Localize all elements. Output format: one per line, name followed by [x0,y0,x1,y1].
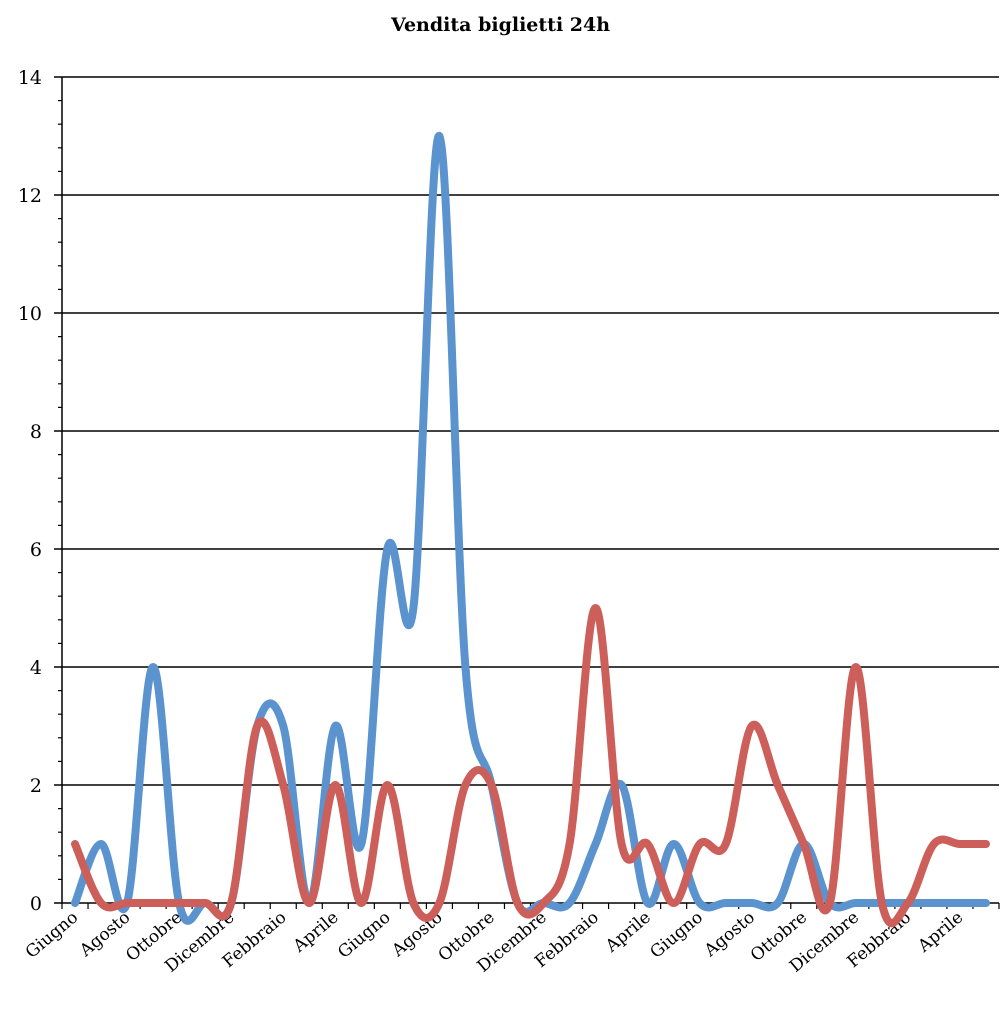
x-tick-label: Aprile [914,908,968,958]
y-tick-label: 6 [30,539,42,561]
x-tick-label: Aprile [289,908,343,958]
y-tick-label: 2 [30,775,42,797]
series-line-1 [71,131,990,925]
x-tick-label: Giugno [334,908,394,963]
x-tick-label: Giugno [22,908,82,963]
y-tick-label: 4 [30,657,42,679]
y-tick-label: 12 [18,185,42,207]
series-line-2 [71,604,990,928]
y-tick-label: 8 [30,421,42,443]
y-tick-label: 10 [18,303,42,325]
y-tick-label: 0 [30,893,42,915]
x-tick-label: Giugno [647,908,707,963]
x-tick-label: Aprile [601,908,655,958]
chart-title: Vendita biglietti 24h [390,14,611,36]
y-tick-label: 14 [18,67,42,89]
